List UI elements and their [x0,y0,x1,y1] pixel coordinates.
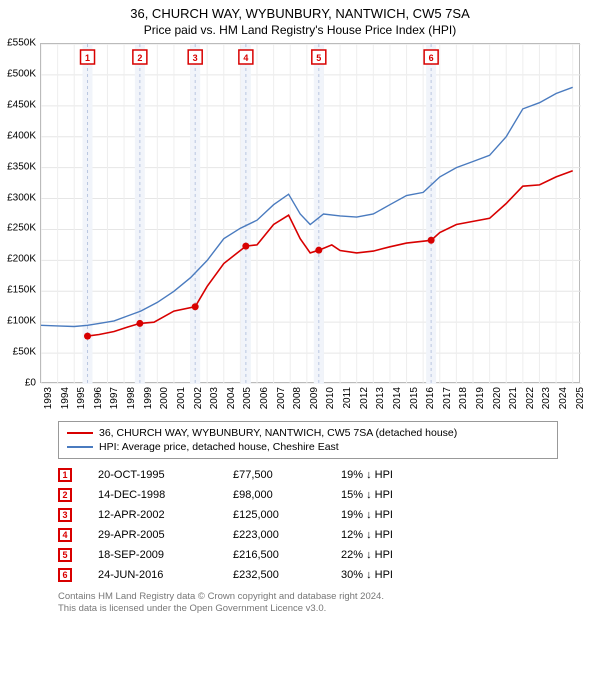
x-tick-label: 2013 [375,387,386,409]
x-tick-label: 2021 [508,387,519,409]
transaction-date: 29-APR-2005 [98,529,233,541]
x-tick-label: 2016 [425,387,436,409]
x-tick-label: 2005 [242,387,253,409]
legend-label: HPI: Average price, detached house, Ches… [99,441,339,453]
y-tick-label: £350K [7,161,36,172]
transaction-price: £232,500 [233,569,341,581]
transaction-price: £77,500 [233,469,341,481]
transaction-row: 3 12-APR-2002£125,00019% ↓ HPI [58,505,558,525]
transaction-row: 4 29-APR-2005£223,00012% ↓ HPI [58,525,558,545]
y-tick-label: £550K [7,38,36,49]
y-tick-label: £500K [7,68,36,79]
svg-text:2: 2 [137,53,142,63]
footer-line-1: Contains HM Land Registry data © Crown c… [58,591,600,603]
x-tick-label: 2007 [276,387,287,409]
transaction-delta: 15% ↓ HPI [341,489,461,501]
footer-line-2: This data is licensed under the Open Gov… [58,603,600,615]
transaction-delta: 30% ↓ HPI [341,569,461,581]
legend-item: 36, CHURCH WAY, WYBUNBURY, NANTWICH, CW5… [67,426,549,440]
legend-swatch [67,446,93,448]
x-tick-label: 2019 [475,387,486,409]
x-tick-label: 2020 [492,387,503,409]
transaction-row: 1 20-OCT-1995£77,50019% ↓ HPI [58,465,558,485]
y-axis: £0£50K£100K£150K£200K£250K£300K£350K£400… [0,43,38,383]
transaction-date: 12-APR-2002 [98,509,233,521]
x-tick-label: 2017 [442,387,453,409]
y-tick-label: £50K [13,347,36,358]
transaction-row: 2 14-DEC-1998£98,00015% ↓ HPI [58,485,558,505]
legend-swatch [67,432,93,434]
transaction-delta: 12% ↓ HPI [341,529,461,541]
transaction-row: 6 24-JUN-2016£232,50030% ↓ HPI [58,565,558,585]
chart-subtitle: Price paid vs. HM Land Registry's House … [0,21,600,41]
svg-text:6: 6 [429,53,434,63]
x-tick-label: 1998 [126,387,137,409]
x-tick-label: 1994 [60,387,71,409]
transaction-date: 20-OCT-1995 [98,469,233,481]
x-tick-label: 2004 [226,387,237,409]
transaction-price: £223,000 [233,529,341,541]
y-tick-label: £450K [7,99,36,110]
x-tick-label: 2024 [558,387,569,409]
transaction-price: £216,500 [233,549,341,561]
x-tick-label: 2010 [325,387,336,409]
transaction-date: 14-DEC-1998 [98,489,233,501]
x-tick-label: 2014 [392,387,403,409]
y-tick-label: £0 [25,378,36,389]
x-tick-label: 1999 [143,387,154,409]
plot-region: 1 2 3 4 5 6 [40,43,580,383]
x-tick-label: 2002 [193,387,204,409]
transaction-marker: 4 [58,528,72,542]
x-tick-label: 2018 [458,387,469,409]
x-tick-label: 2023 [541,387,552,409]
x-tick-label: 2008 [292,387,303,409]
y-tick-label: £400K [7,130,36,141]
y-tick-label: £150K [7,285,36,296]
legend: 36, CHURCH WAY, WYBUNBURY, NANTWICH, CW5… [58,421,558,459]
footer-attribution: Contains HM Land Registry data © Crown c… [58,591,600,616]
svg-text:3: 3 [193,53,198,63]
x-tick-label: 2003 [209,387,220,409]
x-tick-label: 2025 [575,387,586,409]
transaction-marker: 5 [58,548,72,562]
y-tick-label: £250K [7,223,36,234]
transaction-date: 24-JUN-2016 [98,569,233,581]
y-tick-label: £200K [7,254,36,265]
x-tick-label: 2011 [342,387,353,409]
transaction-delta: 22% ↓ HPI [341,549,461,561]
x-tick-label: 2012 [359,387,370,409]
svg-text:4: 4 [243,53,248,63]
transaction-date: 18-SEP-2009 [98,549,233,561]
transaction-marker: 3 [58,508,72,522]
x-tick-label: 2022 [525,387,536,409]
plot-svg: 1 2 3 4 5 6 [41,44,581,384]
x-tick-label: 2000 [159,387,170,409]
transaction-price: £125,000 [233,509,341,521]
transaction-row: 5 18-SEP-2009£216,50022% ↓ HPI [58,545,558,565]
x-tick-label: 2006 [259,387,270,409]
svg-text:5: 5 [316,53,321,63]
x-tick-label: 1995 [76,387,87,409]
svg-text:1: 1 [85,53,90,63]
x-tick-label: 2009 [309,387,320,409]
legend-label: 36, CHURCH WAY, WYBUNBURY, NANTWICH, CW5… [99,427,457,439]
x-tick-label: 1993 [43,387,54,409]
chart-area: £0£50K£100K£150K£200K£250K£300K£350K£400… [40,43,600,413]
transaction-price: £98,000 [233,489,341,501]
transaction-marker: 6 [58,568,72,582]
legend-item: HPI: Average price, detached house, Ches… [67,440,549,454]
chart-title: 36, CHURCH WAY, WYBUNBURY, NANTWICH, CW5… [0,0,600,21]
x-tick-label: 2015 [409,387,420,409]
transaction-marker: 2 [58,488,72,502]
x-tick-label: 1997 [109,387,120,409]
x-axis: 1993 1994 1995 1996 1997 1998 1999 2000 2001 2002… [40,387,580,417]
x-tick-label: 2001 [176,387,187,409]
transaction-delta: 19% ↓ HPI [341,469,461,481]
y-tick-label: £300K [7,192,36,203]
y-tick-label: £100K [7,316,36,327]
x-tick-label: 1996 [93,387,104,409]
transaction-delta: 19% ↓ HPI [341,509,461,521]
transaction-marker: 1 [58,468,72,482]
transactions-table: 120-OCT-1995£77,50019% ↓ HPI214-DEC-1998… [58,465,558,585]
